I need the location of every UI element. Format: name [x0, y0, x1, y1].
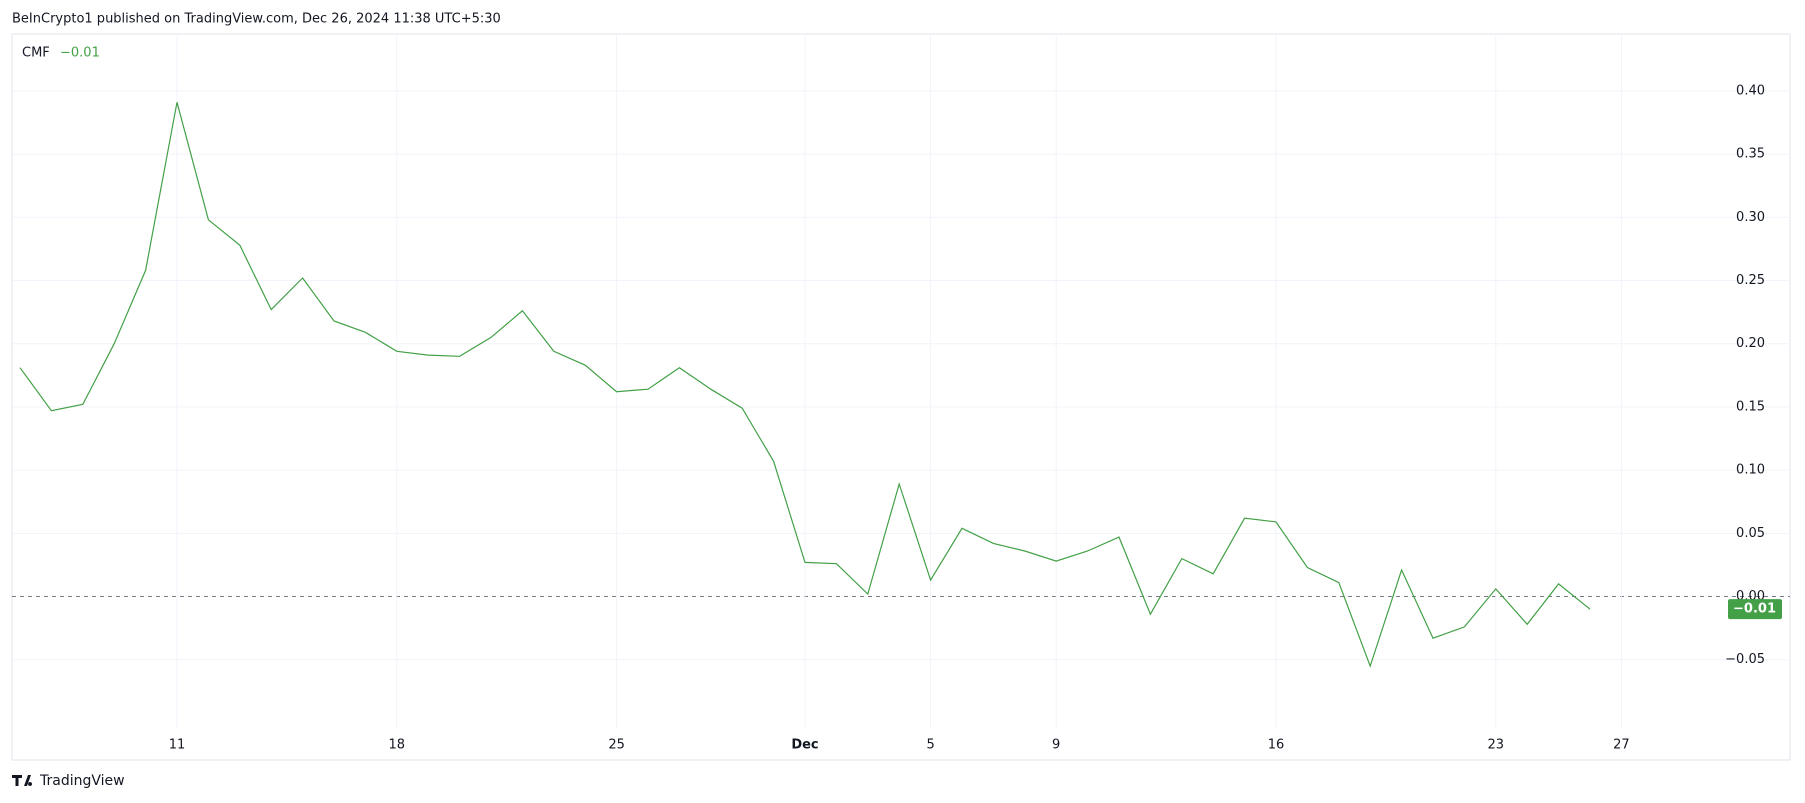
x-tick-label: 9: [1052, 738, 1060, 753]
x-tick-label: 27: [1613, 738, 1630, 753]
y-tick-label: 0.40: [1736, 83, 1765, 98]
x-tick-label: 23: [1488, 738, 1505, 753]
x-tick-label: 11: [169, 738, 186, 753]
y-tick-label: −0.05: [1725, 652, 1765, 667]
legend-name: CMF: [22, 46, 50, 61]
last-value-tag: [1728, 599, 1782, 620]
chart-title: BeInCrypto1 published on TradingView.com…: [12, 12, 501, 27]
logo: [12, 775, 33, 786]
source: TradingView: [39, 773, 125, 789]
pane-frame: [11, 33, 1791, 761]
y-tick-label: 0.15: [1736, 399, 1765, 414]
x-tick-label: 5: [926, 738, 934, 753]
x-tick-label: 16: [1268, 738, 1285, 753]
cmf-line: [19, 102, 1591, 668]
y-tick-label: 0.25: [1736, 273, 1765, 288]
y-tick-label: 0.05: [1736, 526, 1765, 541]
y-tick-label: 0.35: [1736, 147, 1765, 162]
legend-value: −0.01: [60, 46, 100, 61]
y-tick-label: 0.20: [1736, 336, 1765, 351]
y-tick-label: 0.10: [1736, 463, 1765, 478]
x-tick-label: 25: [608, 738, 625, 753]
last-value-label: −0.01: [1733, 602, 1776, 617]
y-tick-label: 0.30: [1736, 210, 1765, 225]
x-tick-label: Dec: [791, 738, 818, 753]
x-tick-label: 18: [389, 738, 406, 753]
